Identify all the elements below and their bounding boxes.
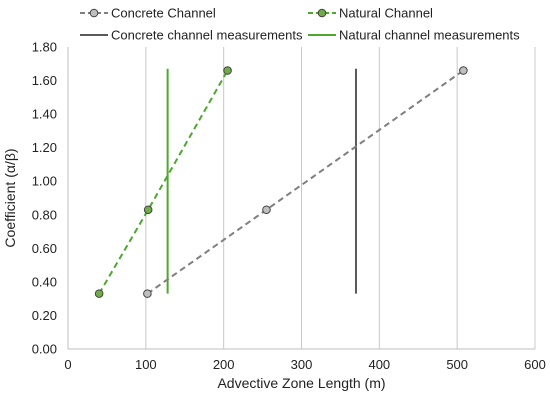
legend-label: Natural Channel [339,6,433,21]
legend-label: Natural channel measurements [339,28,520,43]
legend-marker [317,8,327,18]
y-axis-label: Coefficient (α/β) [2,148,18,247]
legend-item-natural-channel-measurements: Natural channel measurements [308,28,520,43]
data-point-natural-channel [223,66,232,75]
x-tick-label: 600 [524,357,546,372]
x-tick-label: 400 [368,357,390,372]
y-tick-label: 0.40 [32,274,57,289]
y-tick-label: 0.00 [32,342,57,357]
data-point-natural-channel [143,205,153,215]
axes [67,47,535,350]
y-tick-label: 1.80 [32,40,57,55]
series-line-concrete-channel [146,69,464,295]
legend-marker [89,8,99,18]
data-point-concrete-channel [262,205,271,215]
x-tick-label: 100 [135,357,157,372]
x-axis-label: Advective Zone Length (m) [217,375,385,391]
series-line-natural-channel [98,69,229,295]
gridlines [145,47,536,349]
y-tick-label: 1.60 [32,73,57,88]
y-tick-label: 1.00 [32,174,57,189]
y-tick-label: 1.20 [32,140,57,155]
legend-label: Concrete Channel [111,6,216,21]
series-group [94,66,468,298]
legend: Concrete Channel Natural Channel Concrete … [80,6,520,43]
y-tick-labels: 0.00 0.20 0.40 0.60 0.80 1.00 1.20 1.40 1.60 1.80 [32,40,57,357]
x-tick-labels: 0 100 200 300 400 500 600 [64,357,545,372]
y-tick-label: 0.20 [32,308,57,323]
data-point-concrete-channel [143,289,152,298]
y-tick-label: 0.60 [32,241,57,256]
y-tick-label: 1.40 [32,107,57,122]
legend-label: Concrete channel measurements [111,28,303,43]
data-point-natural-channel [94,289,104,298]
x-tick-label: 300 [291,357,313,372]
legend-item-natural-channel: Natural Channel [308,6,433,21]
legend-item-concrete-channel-measurements: Concrete channel measurements [80,28,303,43]
y-tick-label: 0.80 [32,207,57,222]
x-tick-label: 0 [64,357,71,372]
legend-item-concrete-channel: Concrete Channel [80,6,216,21]
data-point-concrete-channel [459,66,468,75]
x-tick-label: 500 [446,357,468,372]
x-tick-label: 200 [213,357,235,372]
